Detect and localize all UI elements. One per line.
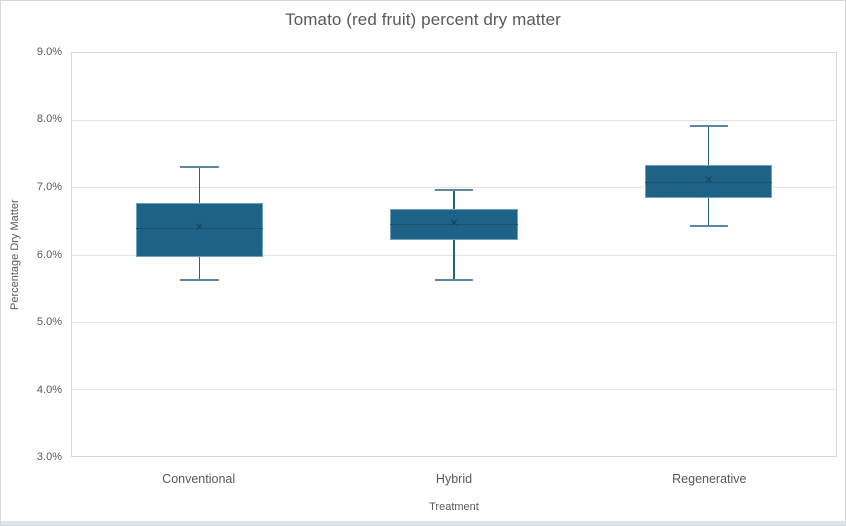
lower-whisker-cap xyxy=(180,279,219,282)
chart-bottom-edge xyxy=(1,521,845,525)
x-axis-title: Treatment xyxy=(429,501,479,513)
upper-whisker-cap xyxy=(434,188,474,191)
iqr-box xyxy=(390,209,518,241)
y-tick-label: 5.0% xyxy=(36,315,62,328)
lower-whisker-line xyxy=(198,256,201,282)
plot-area: ✕ ✕ ✕ xyxy=(71,52,837,457)
gridline xyxy=(72,388,836,390)
gridline xyxy=(72,321,836,323)
x-category-label: Conventional xyxy=(162,472,236,486)
iqr-box xyxy=(135,203,263,257)
x-category-label: Regenerative xyxy=(672,472,747,486)
lower-whisker-line xyxy=(453,240,455,282)
chart-title: Tomato (red fruit) percent dry matter xyxy=(285,10,561,29)
y-tick-label: 8.0% xyxy=(36,113,62,126)
lower-whisker-cap xyxy=(689,224,728,227)
iqr-box xyxy=(644,165,773,199)
y-axis-tick-labels: 9.0% 8.0% 7.0% 6.0% 5.0% 4.0% 3.0% xyxy=(1,46,65,463)
upper-whisker-line xyxy=(198,165,201,204)
mean-marker-icon: ✕ xyxy=(704,174,714,187)
y-tick-label: 7.0% xyxy=(36,180,62,193)
box-group-conventional: ✕ xyxy=(72,53,327,456)
box-group-regenerative: ✕ xyxy=(581,53,836,456)
upper-whisker-cap xyxy=(689,124,728,127)
mean-marker-icon: ✕ xyxy=(449,217,459,230)
gridline xyxy=(72,187,836,189)
y-tick-label: 6.0% xyxy=(36,248,62,261)
median-line xyxy=(390,223,518,225)
lower-whisker-line xyxy=(707,198,710,227)
lower-whisker-cap xyxy=(434,279,474,282)
x-category-label: Hybrid xyxy=(435,472,473,486)
median-line xyxy=(644,181,773,183)
y-tick-label: 9.0% xyxy=(36,46,62,58)
median-line xyxy=(135,227,263,229)
upper-whisker-cap xyxy=(180,165,219,168)
gridline xyxy=(72,120,836,122)
upper-whisker-line xyxy=(453,188,455,210)
y-tick-label: 4.0% xyxy=(36,383,62,396)
y-tick-label: 3.0% xyxy=(36,451,62,463)
x-axis-category-labels: Conventional Hybrid Regenerative xyxy=(71,472,837,488)
mean-marker-icon: ✕ xyxy=(194,221,204,234)
upper-whisker-line xyxy=(707,124,710,166)
box-group-hybrid: ✕ xyxy=(327,53,582,456)
